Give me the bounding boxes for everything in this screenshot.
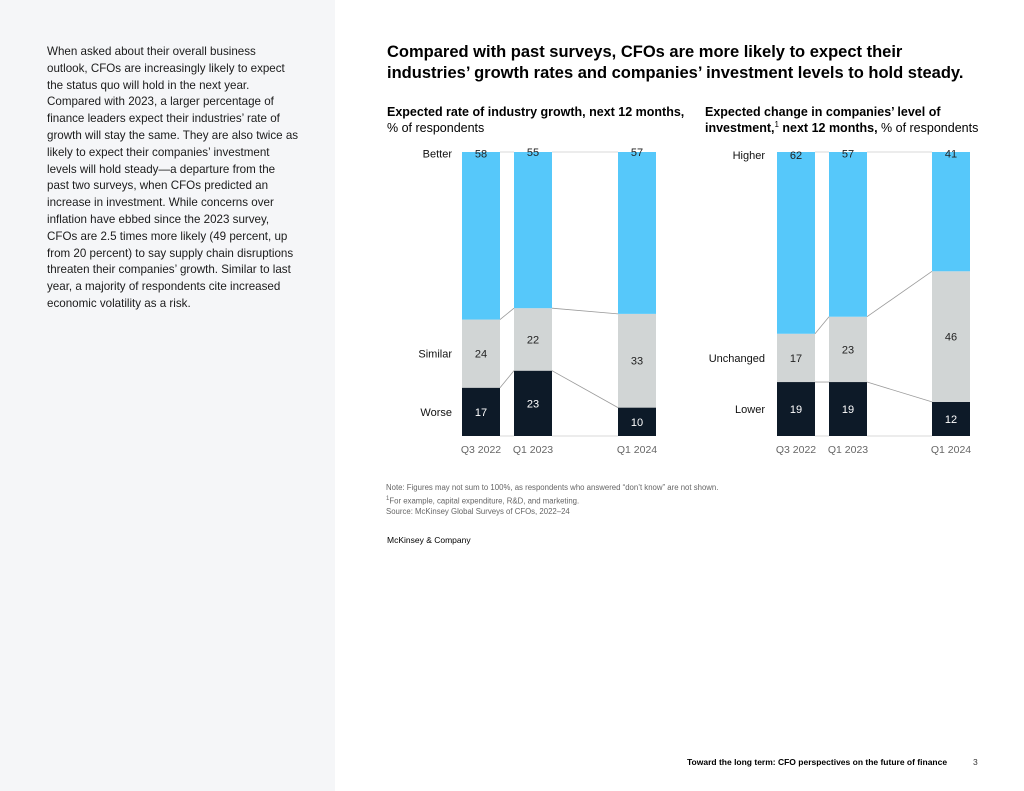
x-tick-label-q1-2024: Q1 2024	[617, 444, 657, 456]
data-label-better-q1-2024: 57	[631, 147, 643, 159]
x-tick-label-q3-2022: Q3 2022	[776, 444, 816, 456]
x-tick-label-q3-2022: Q3 2022	[461, 444, 501, 456]
data-label-lower-q3-2022: 19	[790, 404, 802, 416]
data-label-worse-q3-2022: 17	[475, 407, 487, 419]
page-number: 3	[973, 757, 978, 767]
bar-segment-similar-q3-2022	[462, 319, 500, 388]
connector-line-lower	[866, 381, 933, 403]
data-label-better-q3-2022: 58	[475, 148, 487, 160]
series-label-lower: Lower	[735, 404, 765, 416]
connector-line-unchanged	[814, 316, 830, 335]
bar-segment-lower-q1-2024	[932, 401, 970, 436]
series-label-worse: Worse	[420, 407, 452, 419]
data-label-similar-q3-2022: 24	[475, 349, 487, 361]
chart-title-bold: Expected rate of industry growth, next 1…	[387, 105, 685, 119]
connector-line-worse	[499, 370, 515, 388]
chart-title-footnote-mark: 1	[774, 119, 779, 129]
data-label-unchanged-q1-2024: 46	[945, 332, 957, 344]
data-label-unchanged-q1-2023: 23	[842, 344, 854, 356]
chart-title-unit: % of respondents	[877, 120, 979, 135]
x-tick-label-q1-2024: Q1 2024	[931, 444, 971, 456]
main-title: Compared with past surveys, CFOs are mor…	[387, 43, 964, 82]
chart-title-bold-a: Expected change in companies’ level of i…	[705, 105, 941, 135]
bar-segment-unchanged-q1-2023	[829, 316, 867, 383]
data-label-lower-q1-2024: 12	[945, 414, 957, 426]
bar-segment-worse-q3-2022	[462, 387, 500, 436]
bar-segment-higher-q1-2024	[932, 152, 970, 272]
bar-segment-better-q3-2022	[462, 152, 500, 320]
series-label-higher: Higher	[733, 150, 766, 162]
data-label-lower-q1-2023: 19	[842, 404, 854, 416]
chart-title-unit: % of respondents	[387, 120, 485, 135]
x-tick-label-q1-2023: Q1 2023	[513, 444, 553, 456]
bar-segment-higher-q1-2023	[829, 152, 867, 317]
chart-title-industry-growth: Expected rate of industry growth, next 1…	[387, 105, 687, 136]
bar-segment-lower-q3-2022	[777, 382, 815, 436]
series-label-similar: Similar	[418, 349, 452, 361]
series-label-unchanged: Unchanged	[709, 353, 765, 365]
chart-notes: Note: Figures may not sum to 100%, as re…	[386, 483, 806, 517]
footnote-line: 1For example, capital expenditure, R&D, …	[386, 494, 806, 507]
footnote-text: For example, capital expenditure, R&D, a…	[389, 496, 580, 506]
series-label-better: Better	[423, 148, 453, 160]
connector-line-worse	[551, 370, 619, 408]
data-label-higher-q1-2023: 57	[842, 148, 854, 160]
data-label-similar-q1-2023: 22	[527, 334, 539, 346]
connector-line-unchanged	[866, 270, 933, 318]
bar-segment-unchanged-q3-2022	[777, 333, 815, 383]
bar-segment-worse-q1-2024	[618, 407, 656, 436]
x-tick-label-q1-2023: Q1 2023	[828, 444, 868, 456]
bar-segment-similar-q1-2023	[514, 308, 552, 371]
chart-title-investment: Expected change in companies’ level of i…	[705, 105, 1005, 136]
body-text: When asked about their overall business …	[47, 45, 299, 310]
bar-segment-unchanged-q1-2024	[932, 271, 970, 402]
connector-line-similar	[499, 307, 515, 320]
connector-line-similar	[551, 307, 619, 315]
bar-segment-worse-q1-2023	[514, 370, 552, 436]
data-label-higher-q3-2022: 62	[790, 150, 802, 162]
data-label-similar-q1-2024: 33	[631, 356, 643, 368]
data-label-better-q1-2023: 55	[527, 147, 539, 159]
bar-segment-higher-q3-2022	[777, 152, 815, 334]
source-text: Source: McKinsey Global Surveys of CFOs,…	[386, 506, 570, 516]
chart-title-bold-b: next 12 months,	[778, 120, 878, 135]
note-text: Note: Figures may not sum to 100%, as re…	[386, 483, 719, 492]
bar-segment-lower-q1-2023	[829, 382, 867, 436]
footer-title: Toward the long term: CFO perspectives o…	[687, 757, 948, 767]
data-label-worse-q1-2024: 10	[631, 417, 643, 429]
bar-segment-better-q1-2024	[618, 152, 656, 314]
data-label-unchanged-q3-2022: 17	[790, 353, 802, 365]
data-label-worse-q1-2023: 23	[527, 398, 539, 410]
brand-logo-text: McKinsey & Company	[387, 535, 471, 545]
left-panel: When asked about their overall business …	[0, 0, 335, 791]
footnote-mark: 1	[386, 495, 390, 502]
bar-segment-better-q1-2023	[514, 152, 552, 309]
bar-segment-similar-q1-2024	[618, 313, 656, 408]
data-label-higher-q1-2024: 41	[945, 148, 957, 160]
